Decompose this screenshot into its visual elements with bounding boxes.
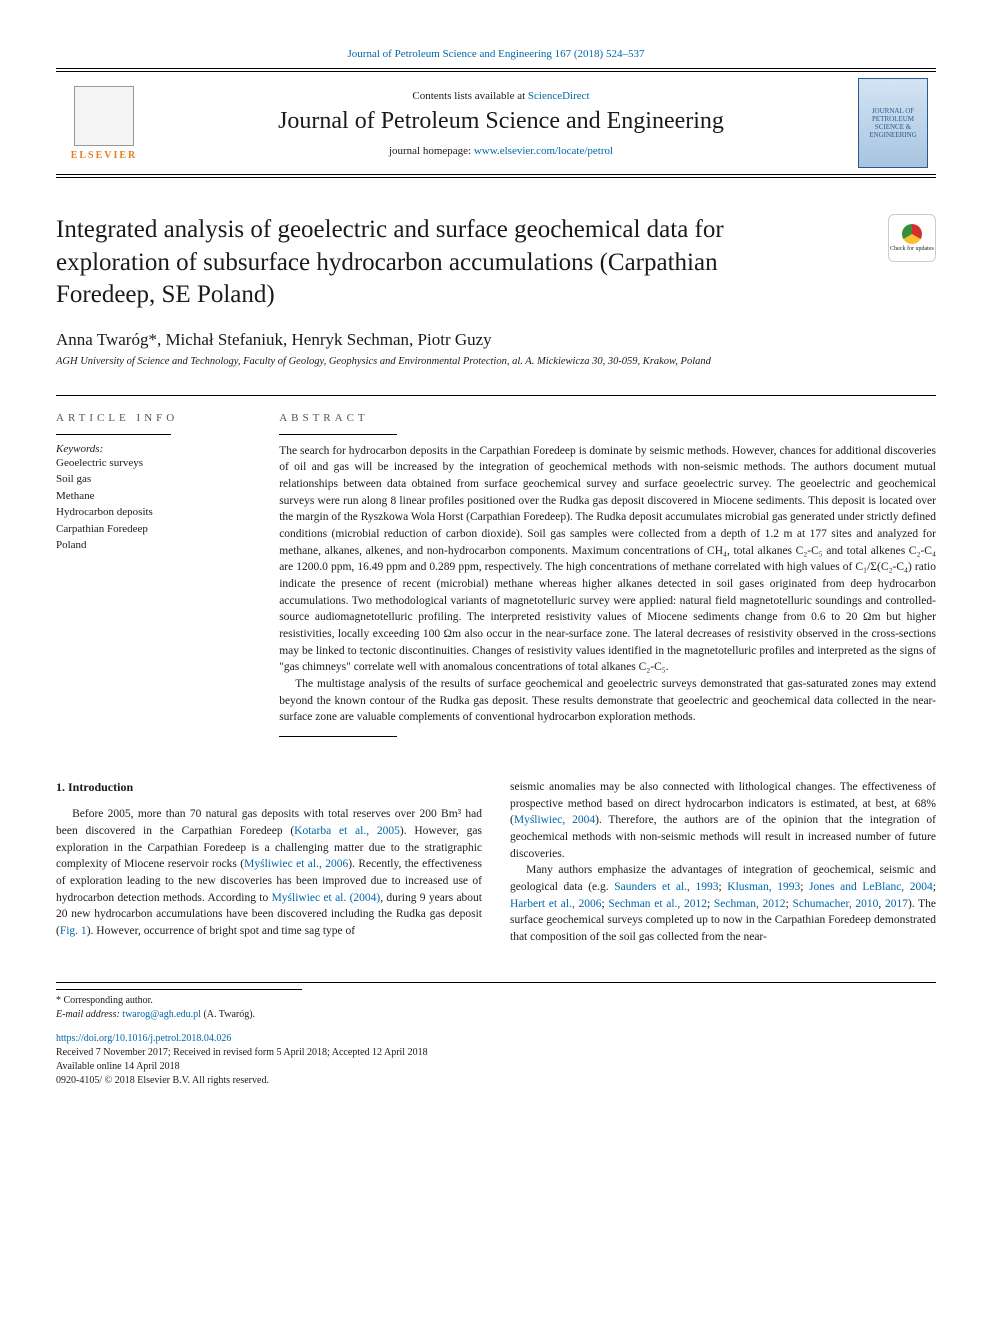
- ref-link[interactable]: 2017: [885, 898, 908, 910]
- ref-link[interactable]: Kotarba et al., 2005: [294, 825, 400, 837]
- homepage-prefix: journal homepage:: [389, 145, 474, 157]
- copyright-line: 0920-4105/ © 2018 Elsevier B.V. All righ…: [56, 1074, 936, 1088]
- abstract-para: The search for hydrocarbon deposits in t…: [279, 443, 936, 676]
- keyword: Soil gas: [56, 471, 247, 488]
- abstract-para: The multistage analysis of the results o…: [279, 676, 936, 726]
- keyword: Hydrocarbon deposits: [56, 504, 247, 521]
- keyword: Carpathian Foredeep: [56, 521, 247, 538]
- publisher-name: ELSEVIER: [71, 150, 138, 161]
- affiliation: AGH University of Science and Technology…: [56, 356, 936, 367]
- body-para: Before 2005, more than 70 natural gas de…: [56, 806, 482, 939]
- email-link[interactable]: twarog@agh.edu.pl: [122, 1009, 201, 1020]
- ref-link[interactable]: Myśliwiec et al., 2006: [244, 858, 348, 870]
- journal-cover-icon: JOURNAL OF PETROLEUM SCIENCE & ENGINEERI…: [858, 78, 928, 168]
- ref-link[interactable]: Sechman et al., 2012: [608, 898, 707, 910]
- body-column-right: seismic anomalies may be also connected …: [510, 779, 936, 946]
- sciencedirect-link[interactable]: ScienceDirect: [528, 90, 590, 102]
- received-line: Received 7 November 2017; Received in re…: [56, 1046, 936, 1060]
- ref-link[interactable]: Fig. 1: [60, 925, 87, 937]
- article-info-label: ARTICLE INFO: [56, 412, 247, 424]
- email-line: E-mail address: twarog@agh.edu.pl (A. Tw…: [56, 1008, 936, 1022]
- abstract-label: ABSTRACT: [279, 412, 936, 424]
- ref-link[interactable]: Sechman, 2012: [714, 898, 786, 910]
- publisher-logo: ELSEVIER: [64, 78, 144, 168]
- keyword: Poland: [56, 537, 247, 554]
- body-column-left: 1. Introduction Before 2005, more than 7…: [56, 779, 482, 946]
- ref-link[interactable]: Myśliwiec et al. (2004): [272, 892, 381, 904]
- body-text: ;: [718, 881, 727, 893]
- available-line: Available online 14 April 2018: [56, 1060, 936, 1074]
- body-text: ;: [800, 881, 809, 893]
- ref-link[interactable]: Saunders et al., 1993: [614, 881, 718, 893]
- ref-link[interactable]: Klusman, 1993: [727, 881, 800, 893]
- ref-link[interactable]: Schumacher, 2010: [792, 898, 878, 910]
- article-info-column: ARTICLE INFO Keywords: Geoelectric surve…: [56, 396, 267, 745]
- section-heading: 1. Introduction: [56, 779, 482, 796]
- authors-text: Anna Twaróg*, Michał Stefaniuk, Henryk S…: [56, 330, 492, 349]
- check-updates-label: Check for updates: [890, 246, 934, 252]
- abstract-column: ABSTRACT The search for hydrocarbon depo…: [267, 396, 936, 745]
- citation-line: Journal of Petroleum Science and Enginee…: [56, 48, 936, 60]
- email-label: E-mail address:: [56, 1009, 122, 1020]
- check-updates-icon: [902, 224, 922, 244]
- keyword: Geoelectric surveys: [56, 455, 247, 472]
- journal-header: ELSEVIER Contents lists available at Sci…: [56, 68, 936, 178]
- body-para: seismic anomalies may be also connected …: [510, 779, 936, 862]
- email-suffix: (A. Twaróg).: [201, 1009, 255, 1020]
- keywords-label: Keywords:: [56, 443, 247, 455]
- homepage-line: journal homepage: www.elsevier.com/locat…: [144, 145, 858, 157]
- authors-line: Anna Twaróg*, Michał Stefaniuk, Henryk S…: [56, 330, 936, 350]
- ref-link[interactable]: Harbert et al., 2006: [510, 898, 602, 910]
- doi-link[interactable]: https://doi.org/10.1016/j.petrol.2018.04…: [56, 1033, 231, 1044]
- article-title: Integrated analysis of geoelectric and s…: [56, 214, 936, 312]
- keyword: Methane: [56, 488, 247, 505]
- body-text: ). However, occurrence of bright spot an…: [87, 925, 355, 937]
- contents-prefix: Contents lists available at: [412, 90, 527, 102]
- footer: * Corresponding author. E-mail address: …: [56, 982, 936, 1088]
- contents-line: Contents lists available at ScienceDirec…: [144, 90, 858, 102]
- journal-title: Journal of Petroleum Science and Enginee…: [144, 108, 858, 135]
- corresponding-author: * Corresponding author.: [56, 994, 936, 1008]
- ref-link[interactable]: Myśliwiec, 2004: [514, 814, 595, 826]
- body-text: ;: [707, 898, 714, 910]
- check-updates-button[interactable]: Check for updates: [888, 214, 936, 262]
- body-para: Many authors emphasize the advantages of…: [510, 862, 936, 945]
- homepage-link[interactable]: www.elsevier.com/locate/petrol: [474, 145, 613, 157]
- body-text: ;: [933, 881, 936, 893]
- ref-link[interactable]: Jones and LeBlanc, 2004: [809, 881, 933, 893]
- elsevier-tree-icon: [74, 86, 134, 146]
